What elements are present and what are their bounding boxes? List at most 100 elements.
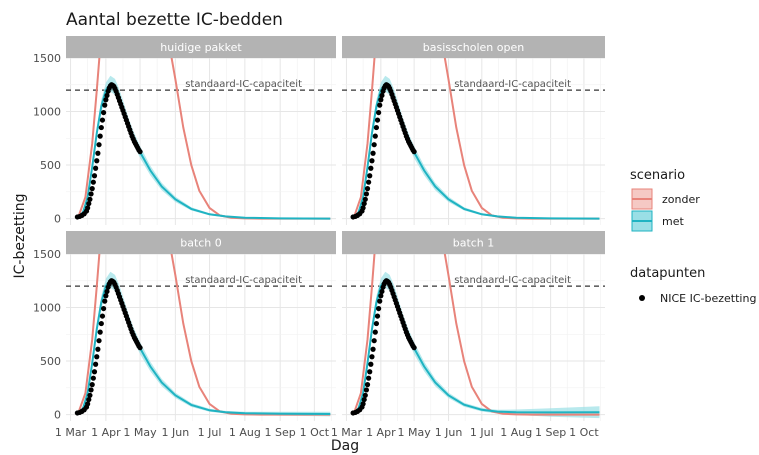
- x-tick-label: 1 Sep: [265, 426, 296, 439]
- data-point: [363, 387, 370, 393]
- data-point: [99, 313, 106, 319]
- data-point: [85, 205, 91, 211]
- x-tick-label: 1 Oct: [300, 426, 330, 439]
- data-point: [367, 369, 373, 375]
- facet-title: basisscholen open: [423, 41, 524, 54]
- data-point: [88, 191, 94, 197]
- data-point: [364, 382, 371, 388]
- data-point: [411, 149, 417, 155]
- data-point: [89, 382, 95, 388]
- y-tick-label: 1500: [33, 248, 61, 261]
- data-point: [100, 305, 107, 312]
- data-point: [93, 165, 99, 171]
- data-point: [378, 293, 384, 299]
- x-tick-label: 1 Apr: [366, 426, 396, 439]
- data-point: [88, 387, 94, 393]
- x-axis-label: Dag: [331, 438, 359, 454]
- data-point: [361, 396, 367, 403]
- nice-points: [74, 278, 143, 416]
- data-point: [104, 288, 110, 295]
- legend-label-met: met: [662, 215, 684, 228]
- y-tick-label: 500: [40, 355, 61, 368]
- grid: [342, 58, 605, 225]
- facet-title: batch 1: [453, 237, 495, 250]
- plot-area: [66, 254, 336, 417]
- data-point: [100, 109, 107, 116]
- plot-area: [342, 254, 605, 419]
- facet-title: huidige pakket: [160, 41, 242, 54]
- x-tick-label: 1 Sep: [535, 426, 566, 439]
- y-tick-label: 500: [40, 159, 61, 172]
- data-point: [86, 200, 92, 207]
- panel-4: batch 1 standaard-IC-capaciteit: [342, 231, 605, 421]
- data-point: [103, 293, 109, 299]
- legend-title-scenario: scenario: [630, 168, 685, 183]
- reference-line-label: standaard-IC-capaciteit: [185, 79, 302, 90]
- data-point: [379, 92, 385, 99]
- facet-strip: [342, 36, 605, 58]
- series-line-zonder: [77, 58, 331, 220]
- legend-label-point: NICE IC-bezetting: [660, 292, 756, 305]
- legend: scenario zonder met datapunten NICE IC-bezet…: [630, 168, 756, 305]
- legend-key-point: [639, 295, 645, 301]
- chart-title: Aantal bezette IC-bedden: [66, 10, 283, 30]
- data-point: [95, 150, 101, 156]
- data-point: [137, 345, 143, 351]
- data-point: [369, 354, 375, 360]
- data-point: [370, 150, 376, 156]
- data-point: [361, 200, 367, 207]
- y-tick-label: 1500: [33, 52, 61, 65]
- data-point: [97, 329, 103, 335]
- data-point: [370, 346, 376, 352]
- data-point: [371, 142, 377, 148]
- data-point: [98, 124, 104, 131]
- x-tick-label: 1 May: [123, 426, 157, 439]
- series-line-met: [353, 278, 600, 414]
- nice-points: [350, 278, 417, 416]
- data-point: [137, 149, 143, 155]
- x-tick-label: 1 Jul: [470, 426, 494, 439]
- data-point: [371, 338, 377, 344]
- data-point: [367, 173, 373, 179]
- data-point: [377, 102, 383, 108]
- facet-strip: [66, 231, 336, 254]
- data-point: [98, 320, 104, 327]
- data-point: [369, 158, 375, 164]
- x-tick-label: 1 Aug: [500, 426, 532, 439]
- data-point: [366, 179, 372, 185]
- series-line-zonder: [353, 254, 600, 416]
- y-tick-label: 0: [54, 409, 61, 422]
- plot-area: [342, 58, 605, 220]
- data-point: [103, 97, 109, 103]
- data-point: [85, 401, 91, 407]
- series-line-zonder: [77, 254, 331, 416]
- x-tick-label: 1 Apr: [91, 426, 121, 439]
- data-point: [93, 361, 99, 367]
- data-point: [376, 109, 382, 116]
- data-point: [379, 288, 385, 295]
- data-point: [360, 401, 366, 407]
- data-point: [87, 196, 93, 202]
- y-axis-label: IC-bezetting: [12, 193, 28, 278]
- data-point: [364, 186, 371, 192]
- data-point: [90, 375, 96, 381]
- grid: [342, 254, 605, 421]
- x-tick-label: 1 Oct: [569, 426, 599, 439]
- panel-1: huidige pakket standaard-IC-capaciteit: [66, 36, 336, 225]
- data-point: [374, 117, 381, 123]
- y-tick-label: 1000: [33, 302, 61, 315]
- facet-strip: [66, 36, 336, 58]
- legend-label-zonder: zonder: [662, 193, 700, 206]
- x-tick-label: 1 Mar: [55, 426, 87, 439]
- legend-title-datapunten: datapunten: [630, 266, 705, 281]
- data-point: [96, 338, 102, 344]
- reference-line-label: standaard-IC-capaciteit: [454, 275, 571, 286]
- data-point: [362, 392, 368, 398]
- data-point: [373, 124, 380, 131]
- grid: [66, 58, 336, 225]
- data-point: [89, 186, 95, 192]
- data-point: [91, 369, 98, 375]
- x-tick-label: 1 Mar: [331, 426, 363, 439]
- plot-area: [66, 58, 336, 220]
- data-point: [377, 298, 383, 304]
